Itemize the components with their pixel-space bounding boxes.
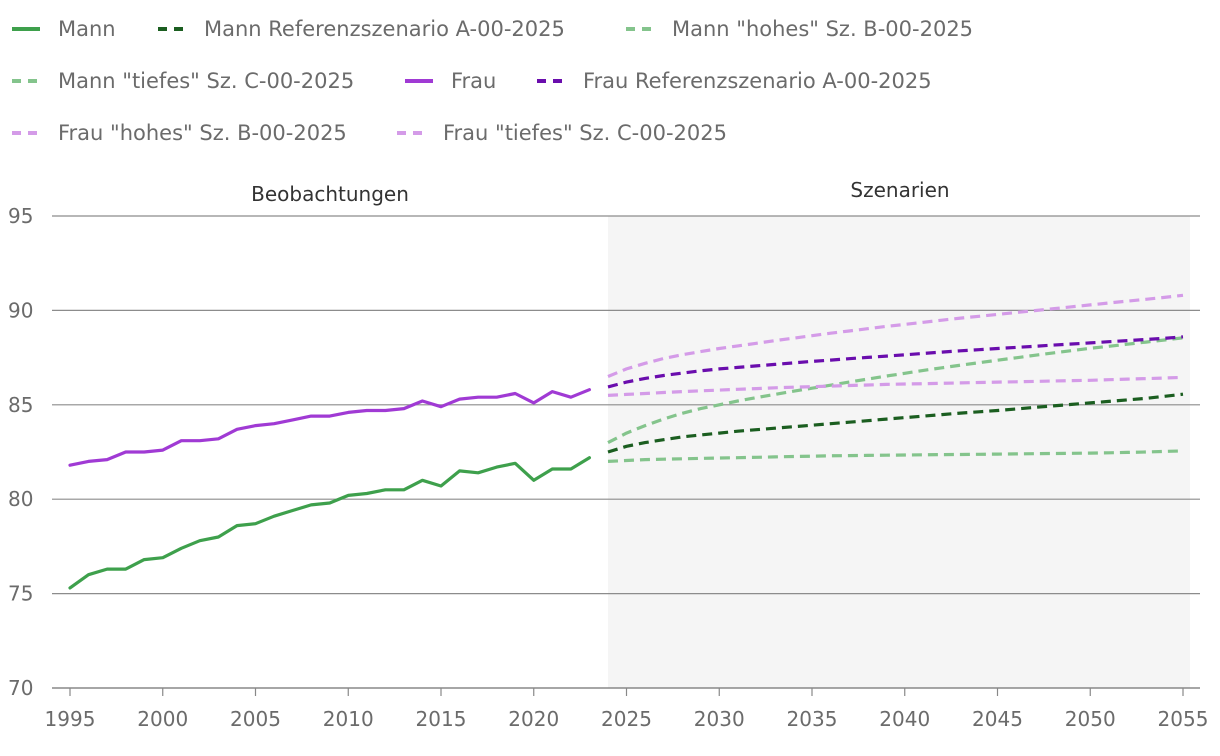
series-line-frau xyxy=(68,388,592,467)
legend-item-frau-hohes-sz-b-00-2025[interactable]: Frau "hohes" Sz. B-00-2025 xyxy=(12,121,347,145)
legend-label: Frau Referenzszenario A-00-2025 xyxy=(583,69,932,93)
region-label-szenarien: Szenarien xyxy=(850,178,949,202)
y-tick-label-95: 95 xyxy=(8,204,33,228)
series-line-mann-hohes-sz-b-00-2025 xyxy=(607,336,1184,445)
legend-item-mann-tiefes-sz-c-00-2025[interactable]: Mann "tiefes" Sz. C-00-2025 xyxy=(12,69,354,93)
x-tick-label-2040: 2040 xyxy=(879,707,930,731)
x-tick-label-2045: 2045 xyxy=(972,707,1023,731)
legend-label: Frau xyxy=(451,69,496,93)
series-line-mann xyxy=(68,456,592,590)
x-tick-label-2000: 2000 xyxy=(137,707,188,731)
x-tick-label-2055: 2055 xyxy=(1158,707,1209,731)
x-tick-label-2005: 2005 xyxy=(230,707,281,731)
y-tick-label-80: 80 xyxy=(8,487,33,511)
legend-item-frau-tiefes-sz-c-00-2025[interactable]: Frau "tiefes" Sz. C-00-2025 xyxy=(397,121,727,145)
x-tick-label-2015: 2015 xyxy=(416,707,467,731)
y-tick-label-85: 85 xyxy=(8,393,33,417)
legend-item-mann-hohes-sz-b-00-2025[interactable]: Mann "hohes" Sz. B-00-2025 xyxy=(626,17,973,41)
legend-item-mann[interactable]: Mann xyxy=(12,17,116,41)
y-tick-label-90: 90 xyxy=(8,298,33,322)
y-tick-label-70: 70 xyxy=(8,676,33,700)
x-tick-label-2050: 2050 xyxy=(1065,707,1116,731)
legend-label: Mann "tiefes" Sz. C-00-2025 xyxy=(58,69,354,93)
legend: Mann Mann Referenzszenario A-00-2025 Mann … xyxy=(12,17,973,145)
y-tick-label-75: 75 xyxy=(8,582,33,606)
legend-item-frau-referenzszenario-a-00-2025[interactable]: Frau Referenzszenario A-00-2025 xyxy=(537,69,932,93)
x-axis: 1995 2000 2005 2010 2015 2020 2025 2030 2035 2040… xyxy=(45,688,1209,731)
legend-item-frau[interactable]: Frau xyxy=(405,69,496,93)
x-tick-label-2030: 2030 xyxy=(694,707,745,731)
legend-label: Mann Referenzszenario A-00-2025 xyxy=(204,17,565,41)
series-lines xyxy=(68,293,1184,590)
scenario-region-background xyxy=(608,216,1190,688)
y-axis: 70 75 80 85 90 95 xyxy=(8,204,33,700)
scenario-shading xyxy=(608,216,1190,688)
x-tick-label-2010: 2010 xyxy=(323,707,374,731)
region-label-beobachtungen: Beobachtungen xyxy=(251,182,409,206)
series-line-frau-referenzszenario-a-00-2025 xyxy=(607,335,1184,389)
series-line-mann-referenzszenario-a-00-2025 xyxy=(607,392,1184,454)
series-line-frau-hohes-sz-b-00-2025 xyxy=(607,293,1184,378)
legend-label: Mann "hohes" Sz. B-00-2025 xyxy=(672,17,973,41)
legend-item-mann-referenzszenario-a-00-2025[interactable]: Mann Referenzszenario A-00-2025 xyxy=(158,17,565,41)
x-tick-label-2020: 2020 xyxy=(508,707,559,731)
region-labels: Beobachtungen Szenarien xyxy=(251,178,949,206)
legend-label: Mann xyxy=(58,17,116,41)
x-tick-label-2035: 2035 xyxy=(787,707,838,731)
x-tick-label-1995: 1995 xyxy=(45,707,96,731)
x-tick-label-2025: 2025 xyxy=(601,707,652,731)
legend-label: Frau "hohes" Sz. B-00-2025 xyxy=(58,121,347,145)
legend-label: Frau "tiefes" Sz. C-00-2025 xyxy=(443,121,727,145)
